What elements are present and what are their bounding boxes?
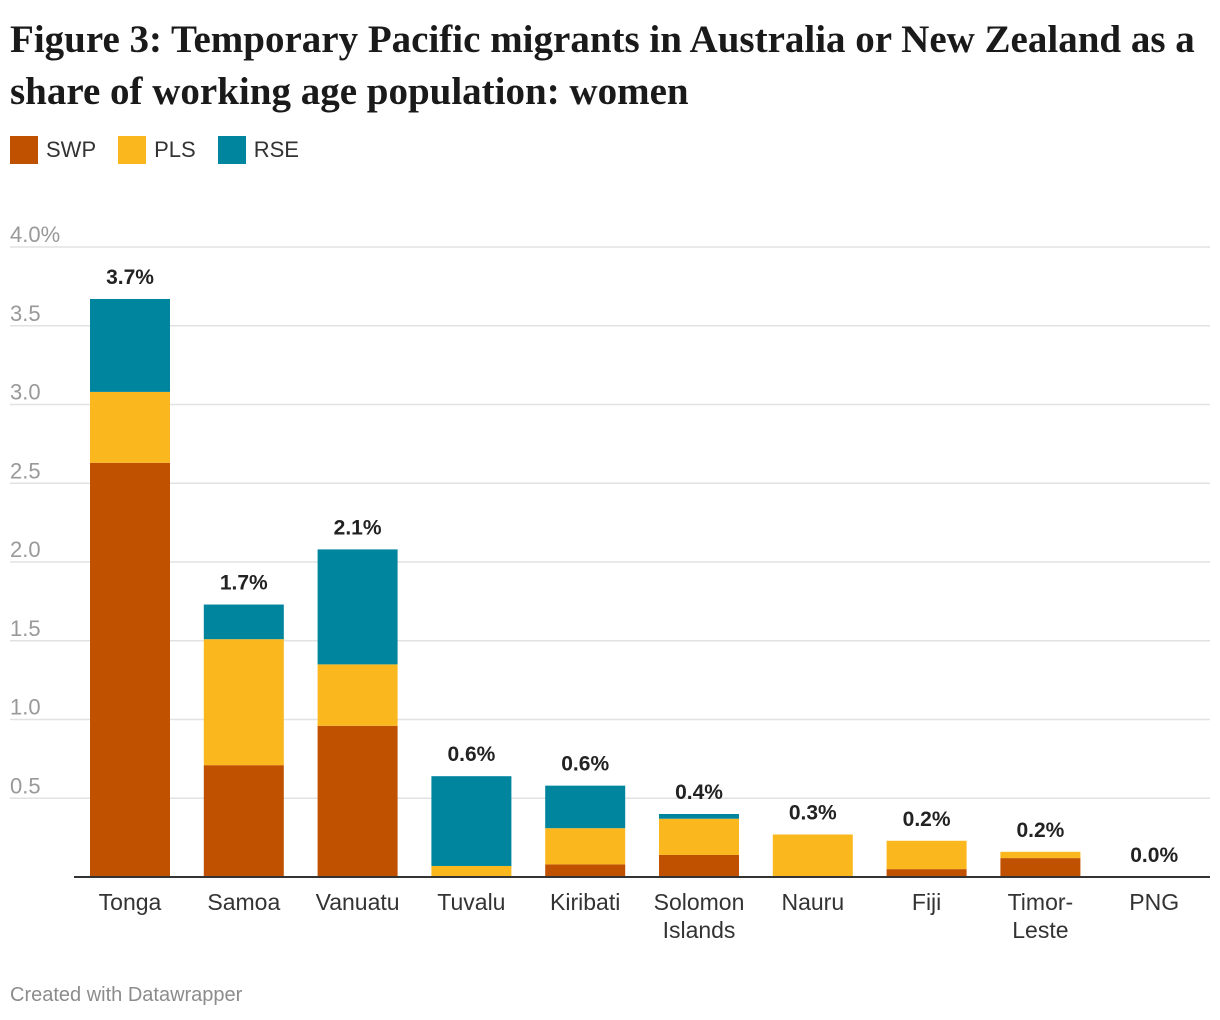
bar-swp-2 <box>317 725 398 877</box>
chart-legend: SWP PLS RSE <box>10 136 321 164</box>
category-label-8: Timor-Leste <box>1008 889 1074 943</box>
category-label-7: Fiji <box>912 889 941 915</box>
category-label-line: Samoa <box>207 889 280 915</box>
y-tick-label-3: 2.0 <box>10 537 41 562</box>
category-label-5: Solomon Islands <box>654 889 745 943</box>
category-label-0: Tonga <box>99 889 162 915</box>
bar-pls-7 <box>886 840 967 870</box>
y-tick-label-6: 3.5 <box>10 301 41 326</box>
bar-swp-4 <box>545 864 626 877</box>
bar-rse-2 <box>317 549 398 665</box>
legend-item-swp: SWP <box>10 136 96 164</box>
category-label-line: Tuvalu <box>437 889 505 915</box>
legend-label-rse: RSE <box>253 137 299 162</box>
chart-title: Figure 3: Temporary Pacific migrants in … <box>10 18 1195 113</box>
total-label-6: 0.3% <box>789 801 837 824</box>
bar-pls-4 <box>545 828 626 865</box>
category-label-line: Leste <box>1012 917 1068 943</box>
bar-pls-1 <box>203 639 284 766</box>
total-label-8: 0.2% <box>1016 819 1064 842</box>
category-label-9: PNG <box>1129 889 1179 915</box>
legend-swatch-swp <box>10 136 38 164</box>
legend-label-pls: PLS <box>154 137 196 162</box>
bar-pls-2 <box>317 664 398 726</box>
total-label-1: 1.7% <box>220 572 268 595</box>
category-label-line: Solomon <box>654 889 745 915</box>
y-tick-label-4: 2.5 <box>10 458 41 483</box>
category-label-line: Islands <box>663 917 736 943</box>
bar-swp-0 <box>90 462 170 877</box>
y-tick-label-1: 1.0 <box>10 695 41 720</box>
category-label-4: Kiribati <box>550 889 620 915</box>
bar-pls-0 <box>90 391 170 463</box>
total-label-9: 0.0% <box>1130 844 1178 867</box>
legend-label-swp: SWP <box>46 137 97 162</box>
category-label-1: Samoa <box>207 889 280 915</box>
category-label-line: Tonga <box>99 889 162 915</box>
bar-pls-3 <box>431 865 512 877</box>
category-label-line: Nauru <box>781 889 844 915</box>
bar-rse-1 <box>203 604 284 640</box>
category-label-line: PNG <box>1129 889 1179 915</box>
footer-credit: Created with Datawrapper <box>10 984 243 1006</box>
y-tick-label-2: 1.5 <box>10 616 41 641</box>
y-tick-label-7: 4.0% <box>10 222 60 247</box>
y-tick-label-5: 3.0 <box>10 380 41 405</box>
bar-swp-7 <box>886 869 967 877</box>
bar-pls-6 <box>772 834 853 877</box>
category-label-6: Nauru <box>781 889 844 915</box>
bar-pls-5 <box>659 818 739 855</box>
total-label-7: 0.2% <box>903 808 951 831</box>
bar-rse-4 <box>545 785 626 829</box>
total-label-5: 0.4% <box>675 781 723 804</box>
total-label-3: 0.6% <box>447 743 495 766</box>
legend-item-rse: RSE <box>217 136 299 164</box>
bar-swp-1 <box>203 765 284 877</box>
legend-swatch-rse <box>217 136 246 164</box>
legend-item-pls: PLS <box>118 136 196 164</box>
legend-swatch-pls <box>118 136 147 164</box>
bar-swp-5 <box>659 854 739 877</box>
total-label-2: 2.1% <box>334 516 382 539</box>
category-label-line: Vanuatu <box>316 889 400 915</box>
bar-swp-8 <box>1000 858 1081 877</box>
y-tick-label-0: 0.5 <box>10 773 41 798</box>
total-label-0: 3.7% <box>106 266 154 289</box>
bar-rse-5 <box>659 814 739 819</box>
total-label-4: 0.6% <box>561 753 609 776</box>
category-label-line: Kiribati <box>550 889 620 915</box>
category-label-3: Tuvalu <box>437 889 505 915</box>
category-label-line: Timor- <box>1008 889 1074 915</box>
bar-rse-3 <box>431 776 512 866</box>
category-label-2: Vanuatu <box>316 889 400 915</box>
category-label-line: Fiji <box>912 889 941 915</box>
bar-rse-0 <box>90 298 170 392</box>
bar-pls-8 <box>1000 851 1081 859</box>
